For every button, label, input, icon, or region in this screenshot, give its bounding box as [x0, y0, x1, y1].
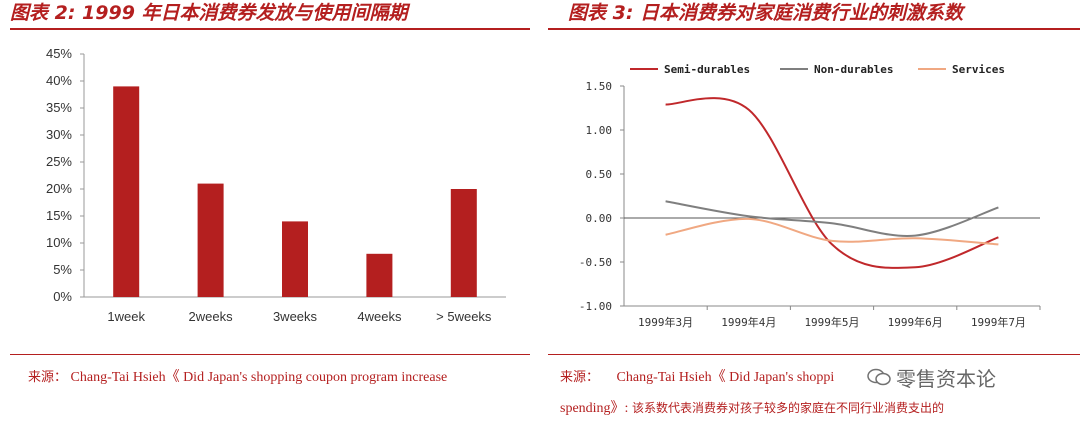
legend-label: Non-durables — [814, 63, 893, 76]
left-source-label: 来源： — [28, 370, 68, 385]
left-source-rule — [10, 354, 530, 355]
right-source-text: Chang-Tai Hsieh《 Did Japan's shoppi — [616, 370, 835, 385]
bar-y-tick-label: 45% — [46, 46, 72, 61]
bar-y-tick-label: 15% — [46, 208, 72, 223]
line-y-tick-label: 0.00 — [586, 212, 613, 225]
line-y-tick-label: -1.00 — [579, 300, 612, 313]
left-source-note: 来源： Chang-Tai Hsieh《 Did Japan's shoppin… — [28, 369, 447, 387]
bar-y-tick-label: 40% — [46, 73, 72, 88]
series-line-services — [665, 217, 999, 246]
bar-x-tick-label: 4weeks — [357, 309, 402, 324]
line-x-tick-label: 1999年5月 — [804, 315, 859, 329]
bar — [113, 86, 140, 298]
bar-y-tick-label: 25% — [46, 154, 72, 169]
line-x-tick-label: 1999年6月 — [888, 315, 943, 329]
stimulus-coefficient-line-chart: 1.50 1.00 0.50 0.00 -0.50 -1.00 1999年3月 1999年4月… — [579, 63, 1041, 329]
bar — [450, 189, 477, 297]
bar-y-tick-label: 0% — [53, 289, 72, 304]
bar-x-tick-label: > 5weeks — [436, 309, 492, 324]
bar-y-tick-label: 10% — [46, 235, 72, 250]
line-x-tick-label: 1999年3月 — [638, 315, 693, 329]
left-source-text: Chang-Tai Hsieh《 Did Japan's shopping co… — [70, 370, 448, 385]
bar — [197, 183, 224, 297]
line-y-tick-label: 0.50 — [586, 168, 613, 181]
bar-y-tick-label: 5% — [53, 262, 72, 277]
series-line-non-durables — [665, 200, 999, 237]
right-title-rule — [548, 28, 1080, 30]
left-figure-title: 图表 2: 1999 年日本消费券发放与使用间隔期 — [10, 2, 408, 24]
left-title-rule — [10, 28, 530, 30]
right-source-line2-latin: spending》: — [560, 401, 629, 416]
bar-y-tick-label: 20% — [46, 181, 72, 196]
bar-x-tick-label: 3weeks — [273, 309, 318, 324]
bar — [282, 221, 308, 297]
line-x-tick-label: 1999年4月 — [721, 315, 776, 329]
right-source-note: 来源： Chang-Tai Hsieh《 Did Japan's shoppi — [560, 369, 834, 387]
line-y-tick-label: -0.50 — [579, 256, 612, 269]
coupon-interval-bar-chart: 0% 5% 10% 15% 20% 25% 30% 35% 40% 45% 1week 2weeks 3… — [46, 46, 506, 324]
legend-label: Semi-durables — [664, 63, 750, 76]
right-source-rule — [548, 354, 1080, 355]
right-figure-panel: 图表 3: 日本消费券对家庭消费行业的刺激系数 1.50 1.00 0.50 0.00… — [548, 0, 1080, 428]
right-source-line2-cn: 该系数代表消费券对孩子较多的家庭在不同行业消费支出的 — [631, 401, 944, 415]
bar — [366, 253, 393, 297]
bar-x-tick-label: 1week — [107, 309, 145, 324]
right-figure-title: 图表 3: 日本消费券对家庭消费行业的刺激系数 — [568, 2, 964, 24]
bar-y-tick-label: 30% — [46, 127, 72, 142]
line-y-tick-label: 1.50 — [586, 80, 613, 93]
legend-label: Services — [952, 63, 1005, 76]
right-source-label: 来源： — [560, 370, 600, 385]
bar-y-tick-label: 35% — [46, 100, 72, 115]
line-y-tick-label: 1.00 — [586, 124, 613, 137]
watermark: 零售资本论 — [866, 362, 1056, 392]
left-figure-panel: 图表 2: 1999 年日本消费券发放与使用间隔期 0% 5% 10% 15% 20% 2… — [0, 0, 530, 428]
line-x-tick-label: 1999年7月 — [971, 315, 1026, 329]
wechat-icon — [867, 368, 891, 386]
bar-x-tick-label: 2weeks — [189, 309, 234, 324]
watermark-text: 零售资本论 — [896, 366, 996, 391]
series-line-semi-durables — [665, 97, 999, 269]
right-source-note-line2: spending》: 该系数代表消费券对孩子较多的家庭在不同行业消费支出的 — [560, 399, 944, 418]
